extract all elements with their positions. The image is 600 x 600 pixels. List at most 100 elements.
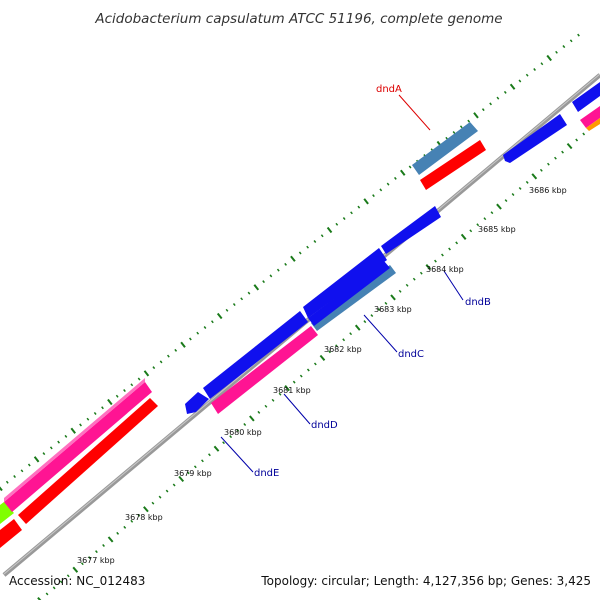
outer-ring-major-tick	[509, 83, 516, 90]
inner-ring-major-tick	[249, 415, 255, 422]
inner-ring-minor-tick	[398, 289, 402, 293]
outer-ring-major-tick	[33, 456, 40, 463]
inner-ring-major-tick	[354, 324, 361, 331]
inner-ring-major-tick	[213, 445, 220, 452]
inner-ring-minor-tick	[511, 193, 515, 196]
inner-ring-minor-tick	[186, 471, 190, 475]
outer-ring-minor-tick	[93, 411, 97, 415]
outer-strand-genes	[0, 82, 600, 524]
outer-ring-minor-tick	[562, 45, 566, 49]
outer-ring-minor-tick	[269, 274, 273, 278]
gene-pink-outer-top	[4, 378, 145, 502]
inner-ring-minor-tick	[469, 229, 473, 233]
tick-label-group: 3677 kbp 3678 kbp 3679 kbp 3680 kbp 3681 kbp…	[77, 186, 567, 565]
inner-ring-minor-tick	[271, 398, 275, 402]
outer-ring-minor-tick	[503, 90, 507, 94]
outer-ring-minor-tick	[306, 245, 309, 249]
dndB-leader	[443, 270, 464, 301]
outer-ring-minor-tick	[320, 234, 324, 238]
inner-ring-minor-tick	[441, 253, 444, 257]
inner-ring-major-tick	[319, 354, 326, 361]
inner-ring-minor-tick	[278, 392, 282, 396]
gene-pink-dndD	[211, 326, 318, 414]
outer-ring-minor-tick	[86, 417, 90, 421]
outer-ring-minor-tick	[167, 354, 170, 358]
outer-ring-minor-tick	[262, 280, 265, 284]
tick-label: 3680 kbp	[224, 428, 262, 437]
outer-ring-minor-tick	[313, 240, 317, 243]
dndE-leader	[220, 436, 254, 473]
outer-ring-minor-tick	[240, 297, 244, 301]
inner-tick-ring	[37, 120, 600, 600]
inner-ring-minor-tick	[490, 211, 494, 215]
inner-ring-minor-tick	[264, 404, 268, 408]
outer-ring-minor-tick	[489, 102, 492, 106]
inner-ring-minor-tick	[547, 162, 550, 166]
inner-ring-minor-tick	[518, 186, 522, 190]
inner-ring-minor-tick	[80, 562, 84, 566]
inner-ring-minor-tick	[130, 519, 134, 523]
inner-ring-major-tick	[460, 233, 467, 240]
outer-ring-major-tick	[70, 427, 76, 434]
outer-ring-minor-tick	[555, 50, 558, 54]
outer-ring-major-tick	[216, 312, 223, 320]
inner-ring-major-tick	[531, 173, 538, 180]
inner-ring-major-tick	[496, 203, 502, 210]
outer-ring-minor-tick	[357, 205, 361, 209]
inner-ring-minor-tick	[483, 217, 487, 221]
inner-ring-minor-tick	[222, 441, 225, 445]
inner-ring-minor-tick	[208, 453, 211, 457]
outer-ring-minor-tick	[276, 268, 280, 272]
dndC-leader	[363, 314, 398, 353]
outer-ring-minor-tick	[386, 182, 390, 186]
inner-ring-minor-tick	[306, 368, 310, 372]
outer-ring-minor-tick	[27, 463, 31, 467]
tick-label: 3681 kbp	[273, 386, 311, 395]
outer-ring-major-tick	[0, 486, 3, 492]
inner-ring-minor-tick	[172, 483, 176, 487]
inner-ring-minor-tick	[137, 513, 141, 517]
inner-ring-major-tick	[390, 294, 396, 301]
inner-ring-major-tick	[425, 264, 432, 271]
outer-ring-minor-tick	[379, 188, 383, 192]
gene-steelblue-dndA	[412, 122, 478, 175]
accession-text: Accession: NC_012483	[9, 574, 146, 588]
inner-ring-minor-tick	[123, 525, 127, 529]
outer-ring-minor-tick	[496, 96, 500, 100]
outer-ring-minor-tick	[452, 131, 456, 135]
gene-blue-outer-5	[503, 114, 567, 163]
outer-ring-minor-tick	[101, 406, 104, 410]
outer-ring-minor-tick	[13, 475, 16, 479]
outer-ring-minor-tick	[232, 303, 236, 307]
inner-ring-minor-tick	[292, 380, 296, 384]
inner-ring-minor-tick	[201, 459, 204, 463]
outer-ring-minor-tick	[459, 125, 463, 129]
outer-ring-minor-tick	[408, 165, 412, 169]
gene-red-inner-3	[420, 140, 486, 190]
inner-ring-minor-tick	[193, 465, 197, 469]
outer-ring-minor-tick	[533, 68, 536, 71]
outer-ring-minor-tick	[247, 291, 251, 295]
outer-ring-major-tick	[143, 370, 150, 377]
outer-ring-minor-tick	[372, 194, 375, 198]
outer-ring-minor-tick	[211, 320, 214, 324]
inner-ring-major-tick	[37, 596, 42, 600]
inner-ring-minor-tick	[313, 362, 317, 366]
inner-ring-major-tick	[72, 566, 79, 573]
gene-blue-outer-3	[303, 248, 387, 318]
inner-ring-minor-tick	[575, 138, 579, 142]
outer-ring-minor-tick	[57, 440, 60, 444]
outer-ring-minor-tick	[137, 377, 141, 381]
outer-ring-minor-tick	[5, 480, 9, 484]
tick-label: 3684 kbp	[426, 265, 464, 274]
gene-label-dndC: dndC	[398, 349, 424, 360]
inner-ring-major-tick	[107, 536, 114, 543]
inner-ring-minor-tick	[299, 374, 303, 378]
gene-blue-dndB	[308, 261, 390, 326]
dndA-leader	[398, 94, 431, 131]
outer-ring-minor-tick	[152, 366, 156, 370]
outer-ring-major-tick	[253, 284, 260, 291]
outer-ring-minor-tick	[174, 348, 178, 352]
outer-ring-minor-tick	[64, 434, 68, 438]
inner-ring-minor-tick	[59, 580, 63, 584]
